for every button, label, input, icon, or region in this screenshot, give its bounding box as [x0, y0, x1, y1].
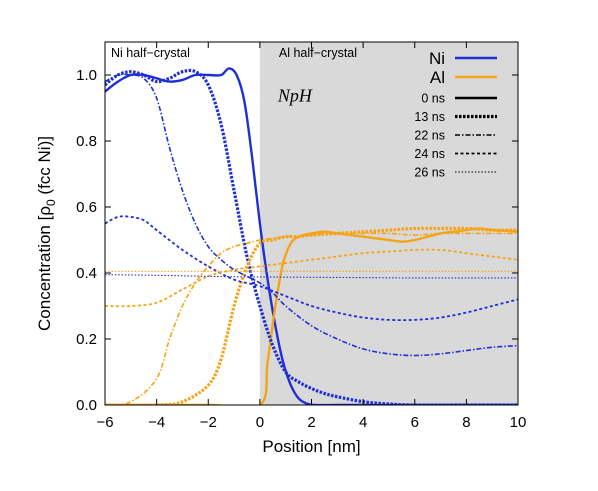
- series-line-al-0ns: [105, 227, 518, 405]
- y-tick-label: 0.4: [76, 265, 97, 282]
- series-lines: [105, 67, 518, 405]
- legend-time-label: 26 ns: [414, 166, 445, 180]
- legend-element-label: Al: [430, 68, 445, 87]
- series-line-al-24ns: [105, 248, 518, 308]
- x-tick-label: 10: [510, 414, 527, 431]
- x-tick-label: −4: [148, 414, 165, 431]
- y-axis-title-suffix: (fcc Ni)]: [35, 136, 54, 199]
- ni-half-crystal-label: Ni half−crystal: [111, 46, 190, 60]
- y-tick-label: 1.0: [76, 67, 97, 84]
- y-axis-title-subscript: 0: [44, 199, 58, 206]
- legend-time-label: 22 ns: [414, 129, 445, 143]
- y-tick-labels: 0.0 0.2 0.4 0.6 0.8 1.0: [76, 67, 97, 414]
- legend-time-label: 13 ns: [414, 110, 445, 124]
- series-line-al-13ns: [105, 226, 518, 405]
- y-tick-label: 0.6: [76, 199, 97, 216]
- y-axis-title: Concentration [ρ0 (fcc Ni)]: [35, 136, 58, 331]
- al-region-background: [259, 42, 518, 405]
- series-line-ni-22ns: [105, 73, 518, 357]
- x-tick-label: 4: [359, 414, 367, 431]
- plot-background: [105, 42, 518, 405]
- x-tick-label: −6: [96, 414, 113, 431]
- series-line-ni-26ns: [105, 274, 518, 279]
- legend-time-label: 0 ns: [421, 92, 445, 106]
- x-tick-labels: −6 −4 −2 0 2 4 6 8 10: [96, 414, 526, 431]
- series-line-ni-0ns: [105, 67, 518, 405]
- x-tick-label: 8: [462, 414, 470, 431]
- x-tick-label: 2: [307, 414, 315, 431]
- series-group: [105, 67, 518, 405]
- ensemble-annotation: NpH: [277, 85, 313, 105]
- ni-region-background: [105, 42, 260, 405]
- region-labels: Ni half−crystal Al half−crystal NpH: [111, 46, 357, 105]
- series-line-ni-13ns: [105, 68, 518, 405]
- y-tick-label: 0.2: [76, 331, 97, 348]
- series-line-ni-24ns: [105, 215, 518, 322]
- plot-frame: [104, 41, 519, 406]
- legend-time-label: 24 ns: [414, 147, 445, 161]
- x-tick-label: 0: [256, 414, 264, 431]
- al-half-crystal-label: Al half−crystal: [279, 46, 357, 60]
- x-tick-label: −2: [200, 414, 217, 431]
- y-tick-label: 0.8: [76, 133, 97, 150]
- y-axis-title-main: Concentration [ρ: [35, 206, 54, 331]
- y-tick-label: 0.0: [76, 397, 97, 414]
- x-axis-title: Position [nm]: [262, 437, 360, 456]
- legend-element-label: Ni: [429, 49, 445, 68]
- x-tick-label: 6: [411, 414, 419, 431]
- series-line-al-22ns: [105, 232, 518, 405]
